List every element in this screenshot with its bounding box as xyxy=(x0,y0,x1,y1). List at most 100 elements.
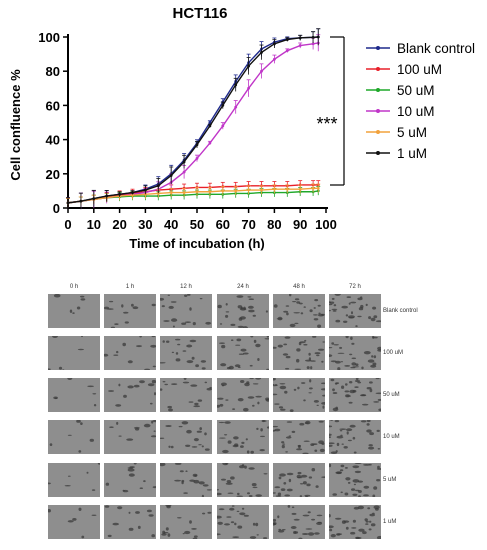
series-4 xyxy=(66,183,321,208)
data-point xyxy=(311,35,315,39)
micrograph-image xyxy=(160,420,212,454)
legend-label: 100 uM xyxy=(397,62,442,77)
micrograph-image xyxy=(160,378,212,412)
data-point xyxy=(316,35,320,39)
x-tick-label: 20 xyxy=(112,217,126,232)
axes: 0 20 40 60 80 100 0 10 20 30 40 50 60 70 80 90 100 xyxy=(38,30,337,232)
micrograph-image xyxy=(217,505,269,539)
data-point xyxy=(298,44,302,47)
x-axis-label: Time of incubation (h) xyxy=(129,236,265,251)
grid-column-header: 72 h xyxy=(349,284,361,290)
data-point xyxy=(221,189,225,193)
micrograph-image xyxy=(329,378,381,412)
micrograph-image xyxy=(217,294,269,328)
micrograph-image xyxy=(104,378,156,412)
grid-column-header: 24 h xyxy=(237,284,249,290)
data-point xyxy=(221,124,225,128)
micrograph-image xyxy=(48,294,100,328)
y-tick-label: 80 xyxy=(46,64,60,79)
data-point xyxy=(260,188,263,192)
micrograph-image xyxy=(329,505,381,539)
significance-annotation: *** xyxy=(316,114,337,134)
data-point xyxy=(285,38,289,41)
data-point xyxy=(92,197,96,200)
legend-marker xyxy=(376,46,380,50)
data-point xyxy=(247,188,251,192)
micrograph-image xyxy=(273,505,325,539)
micrograph-image xyxy=(329,294,381,328)
data-point xyxy=(234,105,238,109)
micrograph-image xyxy=(160,505,212,539)
micrograph-image xyxy=(217,463,269,497)
data-point xyxy=(298,36,302,40)
data-point xyxy=(144,192,147,196)
micrograph-image xyxy=(48,463,100,497)
legend-label: 5 uM xyxy=(397,125,427,140)
data-point xyxy=(273,187,276,191)
data-point xyxy=(316,186,320,190)
data-point xyxy=(131,191,134,195)
legend-label: Blank control xyxy=(397,41,475,56)
micrograph-grid: 0 h 1 h 12 h 24 h 48 h 72 h Blank control 100 u… xyxy=(0,280,487,550)
micrograph-image xyxy=(329,420,381,454)
x-tick-label: 50 xyxy=(190,217,204,232)
micrograph-image xyxy=(273,336,325,370)
x-tick-label: 60 xyxy=(216,217,230,232)
data-point xyxy=(285,49,289,53)
grid-row-label: 50 uM xyxy=(383,392,400,398)
micrograph-image xyxy=(104,420,156,454)
micrograph-image xyxy=(273,463,325,497)
grid-row-label: 5 uM xyxy=(383,477,397,483)
grid-column-header: 0 h xyxy=(69,284,79,290)
data-point xyxy=(298,187,302,191)
micrograph-image xyxy=(48,378,100,412)
data-point xyxy=(273,42,276,46)
data-point xyxy=(105,194,109,198)
legend: Blank control 100 uM 50 uM 10 uM 5 uM 1 uM xyxy=(366,41,475,161)
legend-marker xyxy=(376,151,380,155)
data-point xyxy=(208,124,212,128)
x-tick-label: 80 xyxy=(267,217,281,232)
x-tick-label: 100 xyxy=(315,217,337,232)
legend-marker xyxy=(376,130,380,134)
micrograph-image xyxy=(48,420,100,454)
y-axis-label: Cell confluence % xyxy=(8,69,23,181)
micrograph-image xyxy=(217,420,269,454)
legend-label: 10 uM xyxy=(397,104,435,119)
data-point xyxy=(131,193,134,197)
data-point xyxy=(311,186,315,190)
grid-row-label: 1 uM xyxy=(383,519,397,525)
x-tick-label: 90 xyxy=(293,217,307,232)
grid-column-header: 1 h xyxy=(125,284,135,290)
x-tick-label: 40 xyxy=(164,217,178,232)
data-point xyxy=(247,86,251,90)
legend-label: 1 uM xyxy=(397,146,427,161)
data-point xyxy=(182,191,186,195)
micrograph-image xyxy=(160,336,212,370)
micrograph-image xyxy=(217,336,269,370)
data-point xyxy=(208,121,212,124)
micrograph-image xyxy=(160,463,212,497)
micrograph-image xyxy=(273,420,325,454)
legend-marker xyxy=(376,88,380,92)
data-point xyxy=(144,188,147,192)
data-point xyxy=(169,174,173,177)
y-tick-label: 60 xyxy=(46,98,60,113)
micrograph-image xyxy=(160,294,212,328)
significance-bracket: *** xyxy=(316,36,345,186)
y-tick-label: 20 xyxy=(46,167,60,182)
legend-marker xyxy=(376,67,380,71)
grid-row-label: 10 uM xyxy=(383,434,400,440)
legend-label: 50 uM xyxy=(397,83,435,98)
data-point xyxy=(208,141,212,145)
data-point xyxy=(234,83,238,87)
data-point xyxy=(118,192,121,196)
data-point xyxy=(195,143,199,147)
micrograph-image xyxy=(104,463,156,497)
data-point xyxy=(273,57,276,61)
data-point xyxy=(234,189,238,193)
series-0 xyxy=(66,28,321,210)
x-tick-label: 0 xyxy=(64,217,71,232)
data-point xyxy=(260,50,263,54)
data-point xyxy=(79,199,83,203)
